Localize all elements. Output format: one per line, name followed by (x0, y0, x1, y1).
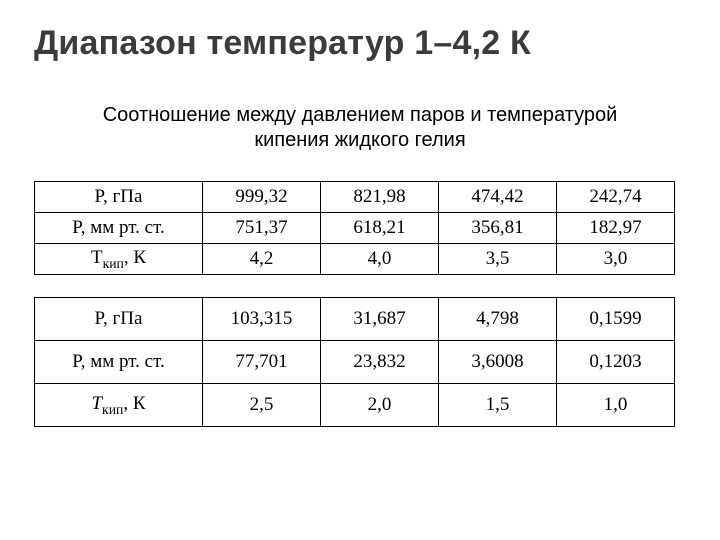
cell: 3,6008 (439, 341, 557, 384)
t-symbol: Т (91, 247, 103, 268)
cell: 0,1599 (557, 298, 675, 341)
cell: 23,832 (321, 341, 439, 384)
cell: 751,37 (203, 213, 321, 244)
slide-subtitle: Соотношение между давлением паров и темп… (34, 103, 686, 153)
cell: 2,0 (321, 384, 439, 427)
row-label-t-boil: Ткип, К (35, 244, 203, 275)
table-row: P, мм рт. ст. 751,37 618,21 356,81 182,9… (35, 213, 675, 244)
row-label-p-hpa: P, гПа (35, 298, 203, 341)
pressure-temperature-table-2: P, гПа 103,315 31,687 4,798 0,1599 P, мм… (34, 297, 675, 427)
cell: 0,1203 (557, 341, 675, 384)
cell: 242,74 (557, 182, 675, 213)
cell: 4,2 (203, 244, 321, 275)
table-row: Ткип, К 2,5 2,0 1,5 1,0 (35, 384, 675, 427)
t-unit: , К (123, 393, 145, 414)
cell: 31,687 (321, 298, 439, 341)
cell: 1,5 (439, 384, 557, 427)
cell: 356,81 (439, 213, 557, 244)
table-row: P, гПа 103,315 31,687 4,798 0,1599 (35, 298, 675, 341)
cell: 103,315 (203, 298, 321, 341)
subtitle-line-1: Соотношение между давлением паров и темп… (103, 104, 618, 126)
table-row: Ткип, К 4,2 4,0 3,5 3,0 (35, 244, 675, 275)
table-row: P, гПа 999,32 821,98 474,42 242,74 (35, 182, 675, 213)
t-symbol: Т (91, 393, 102, 414)
cell: 77,701 (203, 341, 321, 384)
cell: 2,5 (203, 384, 321, 427)
t-subscript: кип (102, 401, 123, 416)
t-unit: , К (124, 247, 146, 268)
cell: 4,0 (321, 244, 439, 275)
t-subscript: кип (103, 255, 124, 270)
row-label-p-mmhg: P, мм рт. ст. (35, 213, 203, 244)
cell: 618,21 (321, 213, 439, 244)
cell: 1,0 (557, 384, 675, 427)
cell: 4,798 (439, 298, 557, 341)
cell: 3,5 (439, 244, 557, 275)
row-label-p-mmhg: P, мм рт. ст. (35, 341, 203, 384)
row-label-p-hpa: P, гПа (35, 182, 203, 213)
pressure-temperature-table-1: P, гПа 999,32 821,98 474,42 242,74 P, мм… (34, 181, 675, 275)
cell: 821,98 (321, 182, 439, 213)
slide-title: Диапазон температур 1–4,2 К (34, 24, 686, 63)
cell: 474,42 (439, 182, 557, 213)
cell: 182,97 (557, 213, 675, 244)
table-row: P, мм рт. ст. 77,701 23,832 3,6008 0,120… (35, 341, 675, 384)
cell: 3,0 (557, 244, 675, 275)
row-label-t-boil: Ткип, К (35, 384, 203, 427)
cell: 999,32 (203, 182, 321, 213)
subtitle-line-2: кипения жидкого гелия (254, 129, 465, 151)
